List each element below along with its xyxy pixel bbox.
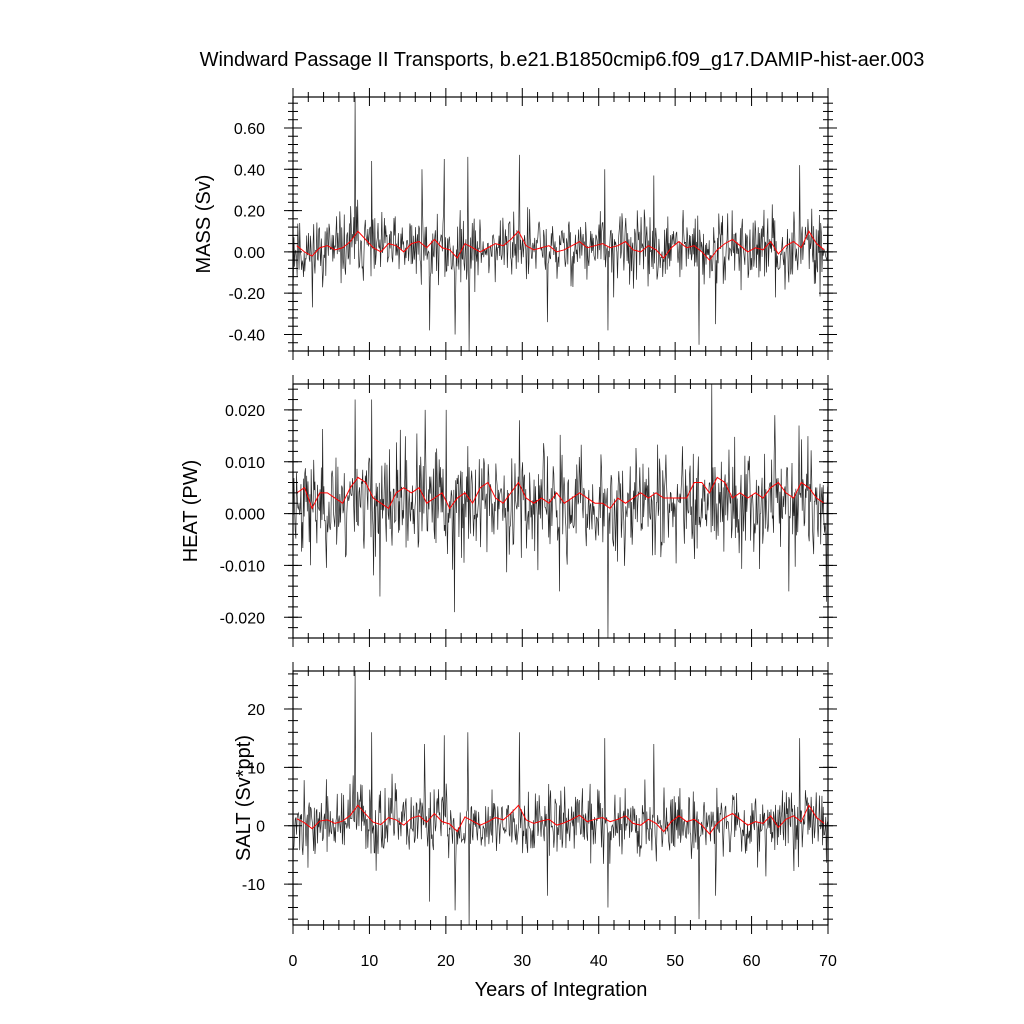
y-tick-label: 0.40 (234, 162, 265, 179)
x-tick-label: 40 (590, 953, 608, 970)
plot-frame (292, 383, 829, 639)
y-axis-title: MASS (Sv) (193, 175, 215, 274)
y-tick-label: 0.00 (234, 245, 265, 262)
y-tick-label: 0 (256, 819, 265, 836)
x-axis-title: Years of Integration (475, 979, 648, 1001)
series-monthly-line (293, 384, 828, 638)
plot-frame (292, 670, 829, 926)
y-tick-label: 0.000 (225, 507, 265, 524)
y-tick-label: 0.20 (234, 204, 265, 221)
chart-title: Windward Passage II Transports, b.e21.B1… (200, 49, 925, 71)
y-tick-label: 20 (247, 702, 265, 719)
y-tick-label: -0.020 (220, 610, 265, 627)
y-tick-label: -0.010 (220, 558, 265, 575)
plot-area (293, 384, 828, 638)
y-tick-label: 0.010 (225, 455, 265, 472)
y-tick-label: 0.020 (225, 403, 265, 420)
y-axis-title: SALT (Sv*ppt) (233, 735, 255, 861)
plot-frame (292, 96, 829, 352)
x-tick-label: 20 (437, 953, 455, 970)
x-tick-label: 30 (513, 953, 531, 970)
panel-2: -0.020 -0.010 0.000 0.010 0.020 HEAT (PW) (180, 375, 837, 647)
x-tick-label: 50 (666, 953, 684, 970)
y-axis-title: HEAT (PW) (180, 460, 202, 563)
panel-1: -0.40 -0.20 0.00 0.20 0.40 0.60 MASS (Sv) (193, 88, 837, 360)
series-annual-mean-line (296, 804, 825, 835)
x-tick-label: 70 (819, 953, 837, 970)
plot-area (293, 97, 828, 351)
x-tick-label: 0 (289, 953, 298, 970)
series-annual-mean-line (296, 230, 825, 261)
y-tick-label: 0.60 (234, 121, 265, 138)
series-monthly-line (293, 671, 828, 925)
series-annual-mean-line (296, 476, 825, 510)
x-tick-label: 10 (361, 953, 379, 970)
series-monthly-line (293, 97, 828, 351)
x-tick-label: 60 (743, 953, 761, 970)
y-tick-label: 10 (247, 760, 265, 777)
y-tick-label: -0.20 (229, 286, 266, 303)
panels: -0.40 -0.20 0.00 0.20 0.40 0.60 MASS (Sv) -0.02… (180, 88, 837, 970)
y-tick-label: -0.40 (229, 327, 266, 344)
y-tick-label: -10 (242, 877, 265, 894)
plot-area (293, 671, 828, 925)
